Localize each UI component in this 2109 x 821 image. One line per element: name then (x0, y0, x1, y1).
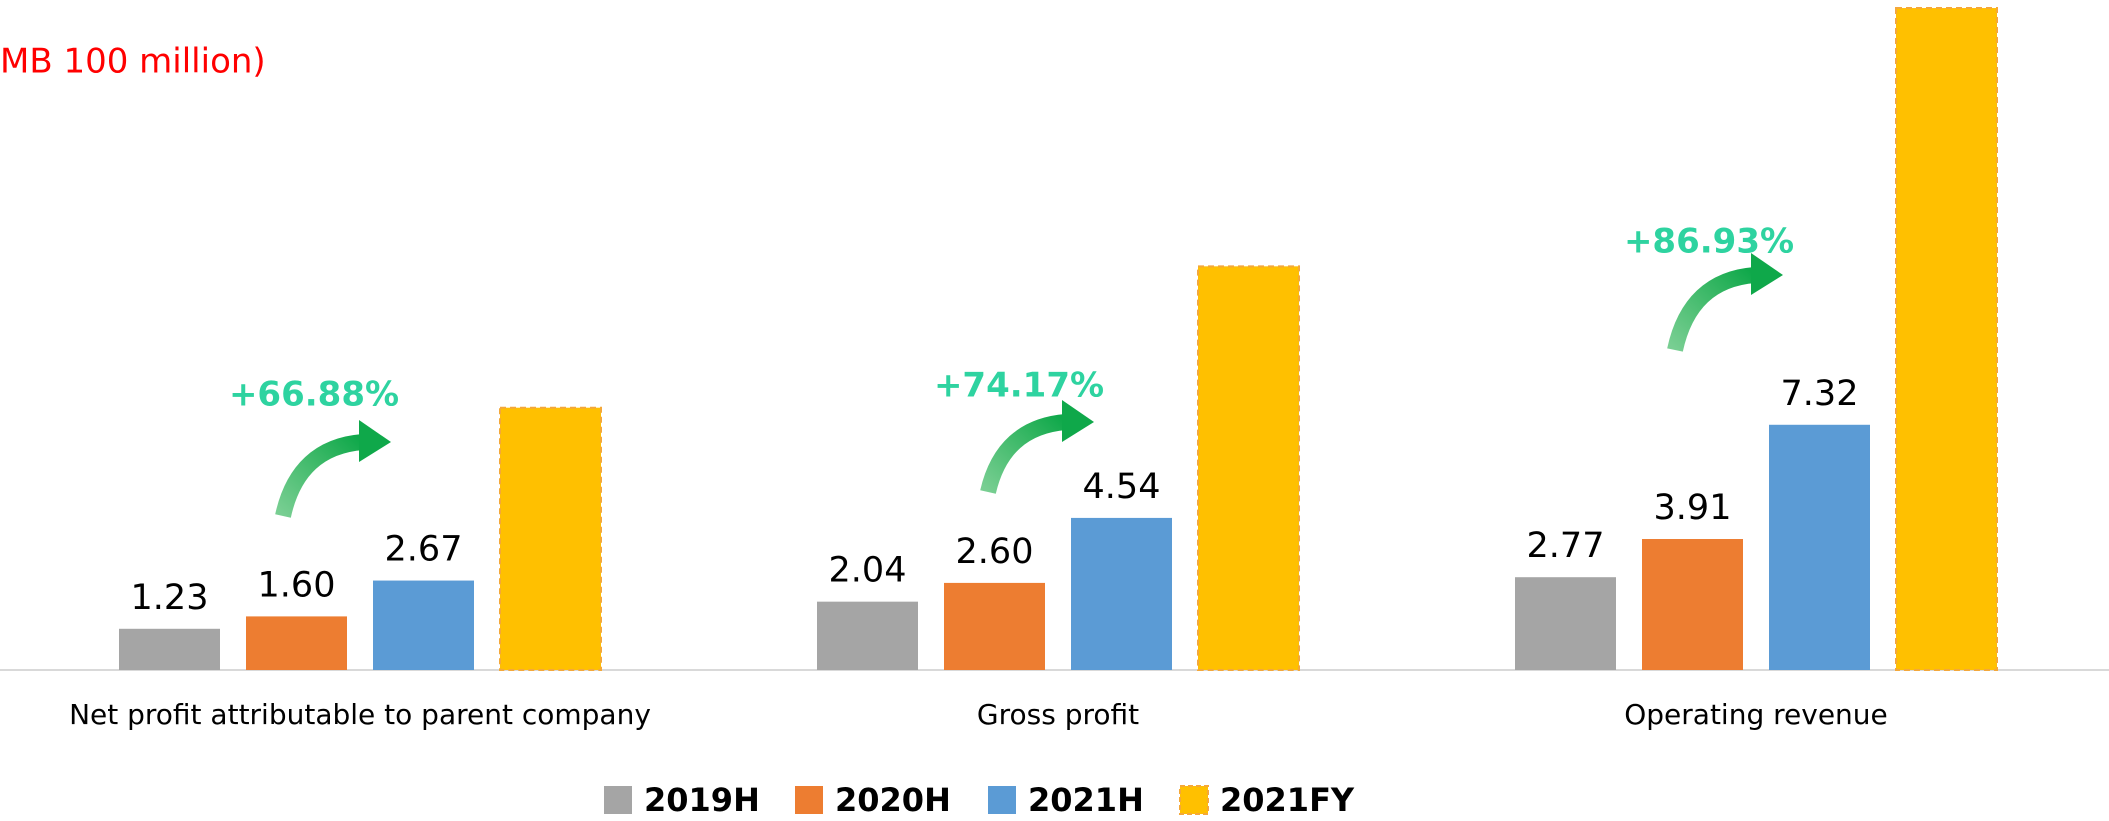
growth-arrow (275, 434, 364, 518)
legend-label: 2019H (644, 781, 760, 817)
growth-arrow (1667, 267, 1756, 352)
data-label: 2.04 (829, 551, 907, 591)
bar (1515, 577, 1616, 670)
data-label: 1.23 (131, 578, 209, 618)
bar (119, 628, 220, 670)
data-label: 2.77 (1527, 526, 1605, 566)
bar (944, 582, 1045, 670)
bar (1895, 7, 1998, 672)
bar (1642, 539, 1743, 670)
data-label: 2.67 (385, 530, 463, 570)
legend-label: 2021FY (1220, 781, 1355, 817)
legend-swatch (795, 786, 823, 814)
legend-swatch (988, 786, 1016, 814)
data-label: 1.60 (258, 565, 336, 605)
arrow-head (359, 420, 391, 462)
legend-label: 2021H (1028, 781, 1144, 817)
annotation: +66.88% (229, 375, 399, 415)
bar (499, 406, 602, 671)
bar (1769, 424, 1870, 670)
bar (1197, 265, 1300, 671)
chart-title: MB 100 million) (0, 42, 266, 82)
growth-arrow (980, 414, 1067, 494)
bar (1071, 517, 1172, 670)
data-label: 4.54 (1083, 467, 1161, 507)
data-label: 3.91 (1654, 488, 1732, 528)
x-tick-label: Gross profit (977, 698, 1139, 731)
legend-swatch (1179, 785, 1209, 815)
bar (246, 616, 347, 670)
data-label: 2.60 (956, 532, 1034, 572)
legend-swatch (604, 786, 632, 814)
arrow-head (1062, 400, 1094, 442)
x-tick-label: Operating revenue (1624, 698, 1888, 731)
arrow-head (1751, 253, 1783, 295)
x-tick-label: Net profit attributable to parent compan… (69, 698, 651, 731)
annotation: +74.17% (934, 366, 1104, 406)
bar (373, 580, 474, 670)
annotation: +86.93% (1624, 222, 1794, 262)
legend-label: 2020H (835, 781, 951, 817)
bar (817, 601, 918, 670)
data-label: 7.32 (1781, 374, 1859, 414)
